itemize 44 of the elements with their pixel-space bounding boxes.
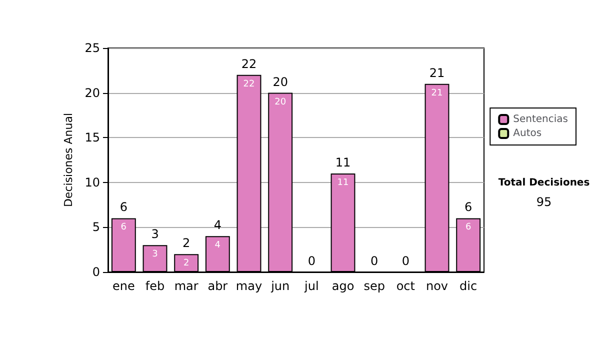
text: 95 — [536, 195, 552, 209]
x-tick-label: abr — [208, 279, 228, 293]
y-tick-label: 5 — [92, 220, 100, 234]
y-tick-label: 20 — [84, 86, 100, 100]
x-tick-label: ene — [112, 279, 135, 293]
total-label: 0 — [402, 254, 410, 268]
y-tick-label: 15 — [84, 130, 100, 145]
y-axis-title: Decisiones Anual — [62, 112, 75, 208]
total-label: 21 — [429, 66, 445, 80]
data-label: 21 — [431, 88, 443, 98]
legend-label: Sentencias — [513, 114, 568, 125]
data-label: 4 — [214, 240, 221, 251]
data-label: 11 — [337, 178, 349, 188]
x-tick-label: oct — [396, 279, 416, 293]
text: Total Decisiones — [498, 178, 590, 188]
total-label: 22 — [241, 56, 257, 71]
total-label: 0 — [308, 254, 316, 268]
x-tick-label: sep — [364, 279, 385, 293]
x-tick-label: jun — [270, 279, 290, 293]
data-label: 2 — [183, 258, 190, 269]
data-label: 20 — [274, 97, 286, 108]
total-label: 0 — [370, 254, 378, 268]
total-label: 4 — [214, 218, 222, 232]
data-label: 6 — [465, 222, 472, 233]
total-label: 6 — [120, 200, 128, 214]
x-tick-label: nov — [426, 279, 448, 293]
x-tick-label: dic — [460, 279, 478, 293]
y-tick-label: 0 — [92, 265, 100, 279]
y-tick-label: 10 — [84, 175, 100, 190]
data-label: 6 — [120, 222, 127, 233]
y-tick-label: 25 — [84, 41, 100, 55]
total-label: 20 — [272, 74, 288, 89]
x-tick-label: feb — [145, 279, 165, 293]
total-label: 11 — [335, 155, 351, 170]
total-label: 2 — [182, 236, 190, 250]
x-tick-label: ago — [332, 279, 354, 293]
data-label: 3 — [152, 250, 158, 260]
total-label: 6 — [464, 200, 472, 214]
legend-label: Autos — [513, 128, 542, 139]
x-tick-label: mar — [174, 279, 198, 293]
x-tick-label: jul — [304, 279, 319, 293]
x-tick-label: may — [236, 279, 262, 293]
total-label: 3 — [151, 227, 159, 242]
data-label: 22 — [243, 79, 255, 90]
